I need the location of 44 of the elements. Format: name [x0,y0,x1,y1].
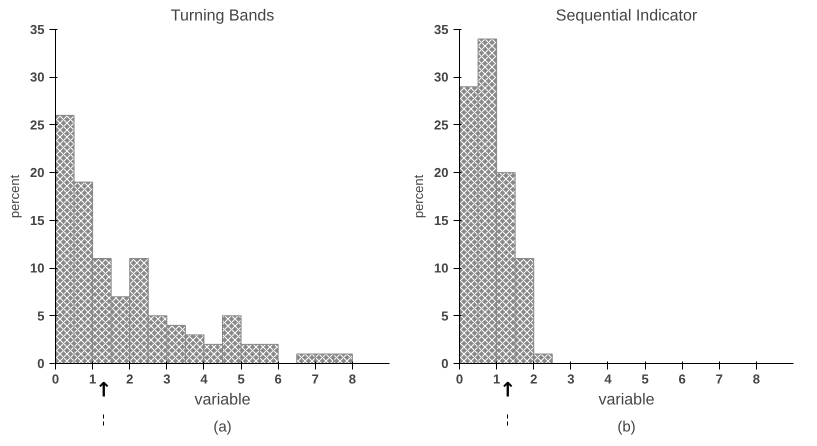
x-axis-title: variable [598,392,655,408]
text: (a) [213,418,232,436]
x-tick-label: 3 [163,372,170,386]
y-tick-label: 10 [30,260,45,276]
x-tick-label: 8 [348,372,356,386]
y-tick-label: 15 [30,212,45,228]
x-tick-label: 8 [752,372,760,386]
y-tick-label: 15 [434,212,449,228]
x-tick-label: 6 [274,372,282,386]
x-tick-label: 1 [492,372,500,386]
ref-line-label: ↑ [499,378,516,402]
chart-title: Turning Bands [170,8,274,24]
x-tick-label: 0 [52,372,60,386]
y-tick-label: 20 [434,165,449,180]
x-tick-label: 5 [641,372,649,386]
y-tick-label: 10 [434,260,449,276]
x-axis-title: variable [194,392,251,408]
y-axis-title: percent [411,174,426,218]
y-axis-title: percent [7,174,22,218]
ref-line-label: ↑ [95,378,112,402]
y-tick-label: 30 [434,70,449,85]
x-tick-label: 6 [678,372,686,386]
x-tick-label: 4 [604,372,612,386]
y-tick-label: 30 [30,70,45,85]
y-tick-label: 5 [441,308,449,324]
chart-title: Sequential Indicator [556,8,698,24]
x-tick-label: 3 [567,372,574,386]
x-tick-label: 5 [237,372,245,386]
x-tick-label: 2 [126,372,134,386]
x-tick-label: 7 [716,372,723,386]
y-tick-label: 35 [434,22,449,37]
x-tick-label: 0 [456,372,464,386]
y-tick-label: 0 [441,356,449,371]
y-tick-label: 20 [30,165,45,180]
text: (b) [617,418,636,436]
x-tick-label: 2 [530,372,538,386]
y-tick-label: 5 [37,308,45,324]
x-tick-label: 4 [200,372,208,386]
y-tick-label: 0 [37,356,45,371]
y-tick-label: 25 [30,117,45,132]
y-tick-label: 35 [30,22,45,37]
x-tick-label: 1 [88,372,96,386]
x-tick-label: 7 [312,372,319,386]
y-tick-label: 25 [434,117,449,132]
